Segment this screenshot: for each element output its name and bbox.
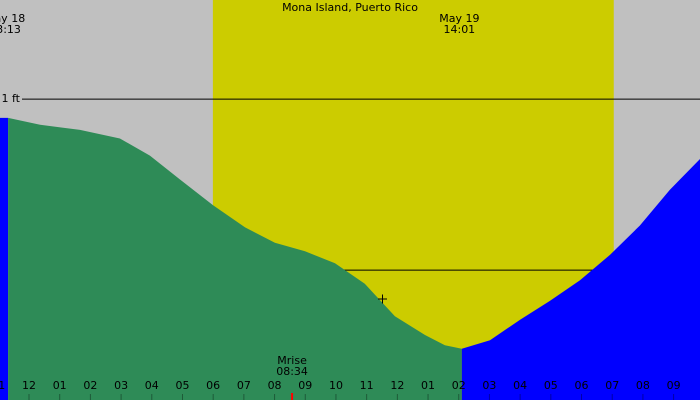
x-tick-label: 07 — [605, 379, 619, 392]
tide-area — [8, 117, 462, 400]
annotation: May 18 — [0, 12, 25, 25]
x-tick-label: 05 — [544, 379, 558, 392]
x-tick-label: 11 — [0, 379, 5, 392]
annotation: 23:13 — [0, 23, 21, 36]
y-tick-label: 1 ft — [2, 92, 21, 105]
x-tick-label: 04 — [513, 379, 527, 392]
x-tick-label: 05 — [175, 379, 189, 392]
annotation: 08:34 — [276, 365, 308, 378]
annotation: 14:01 — [443, 23, 475, 36]
x-tick-label: 01 — [53, 379, 67, 392]
x-tick-label: 02 — [83, 379, 97, 392]
crosshair — [378, 294, 387, 304]
x-tick-label: 08 — [636, 379, 650, 392]
x-tick-label: 08 — [268, 379, 282, 392]
chart-title: Mona Island, Puerto Rico — [282, 1, 418, 14]
x-tick-label: 07 — [237, 379, 251, 392]
x-tick-label: 10 — [329, 379, 343, 392]
x-tick-label: 03 — [114, 379, 128, 392]
x-tick-label: 09 — [298, 379, 312, 392]
x-tick-label: 04 — [145, 379, 159, 392]
x-tick-label: 09 — [667, 379, 681, 392]
x-tick-label: 03 — [482, 379, 496, 392]
annotation: May 19 — [439, 12, 479, 25]
x-tick-label: 12 — [390, 379, 404, 392]
x-tick-label: 02 — [452, 379, 466, 392]
tide-area — [461, 159, 700, 400]
x-tick-label: 12 — [22, 379, 36, 392]
x-tick-label: 06 — [575, 379, 589, 392]
x-tick-label: 06 — [206, 379, 220, 392]
tide-area — [0, 117, 9, 400]
annotation: Mrise — [277, 354, 307, 367]
x-tick-label: 01 — [421, 379, 435, 392]
x-tick-label: 11 — [360, 379, 374, 392]
